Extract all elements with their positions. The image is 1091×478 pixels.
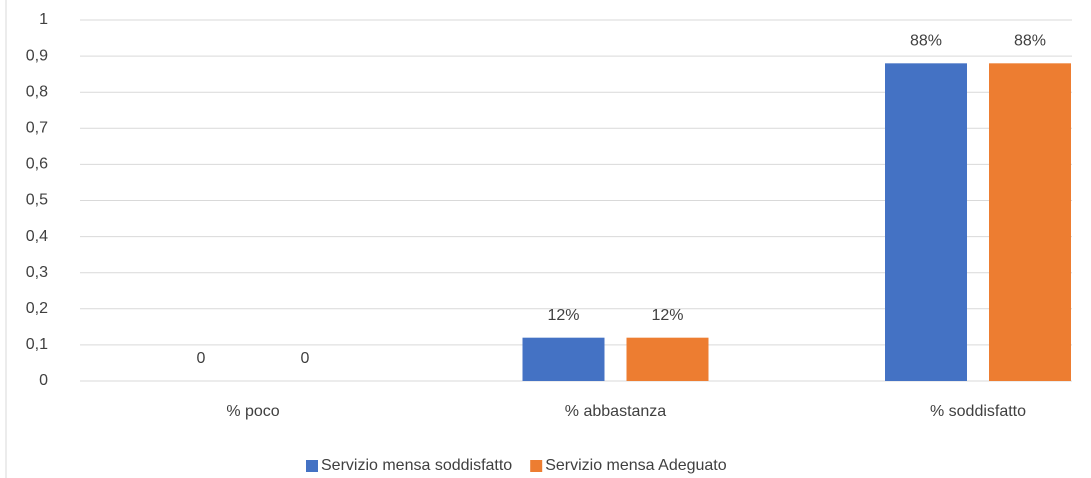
value-label: 0 xyxy=(301,350,310,367)
y-tick-label: 0,8 xyxy=(26,83,48,100)
y-tick-label: 0,3 xyxy=(26,264,48,281)
x-tick-label: % abbastanza xyxy=(565,403,667,420)
value-label: 12% xyxy=(547,307,579,324)
bar xyxy=(885,63,967,381)
x-tick-label: % poco xyxy=(226,403,279,420)
bar xyxy=(626,337,709,381)
value-label: 88% xyxy=(1014,33,1046,50)
y-tick-label: 0,5 xyxy=(26,192,48,209)
y-tick-label: 1 xyxy=(39,11,48,28)
value-label: 12% xyxy=(651,307,683,324)
legend-swatch xyxy=(306,460,318,472)
y-tick-label: 0,6 xyxy=(26,156,48,173)
bar xyxy=(522,337,605,381)
y-tick-label: 0,9 xyxy=(26,47,48,64)
value-label: 0 xyxy=(197,350,206,367)
legend-label: Servizio mensa soddisfatto xyxy=(321,457,512,474)
y-tick-label: 0,1 xyxy=(26,336,48,353)
legend-swatch xyxy=(530,460,543,472)
y-tick-label: 0 xyxy=(39,372,48,389)
y-tick-label: 0,7 xyxy=(26,120,48,137)
bar xyxy=(989,63,1071,381)
y-tick-label: 0,4 xyxy=(26,228,48,245)
y-tick-label: 0,2 xyxy=(26,300,48,317)
x-tick-label: % soddisfatto xyxy=(930,403,1026,420)
value-label: 88% xyxy=(910,33,942,50)
legend-label: Servizio mensa Adeguato xyxy=(545,457,727,474)
